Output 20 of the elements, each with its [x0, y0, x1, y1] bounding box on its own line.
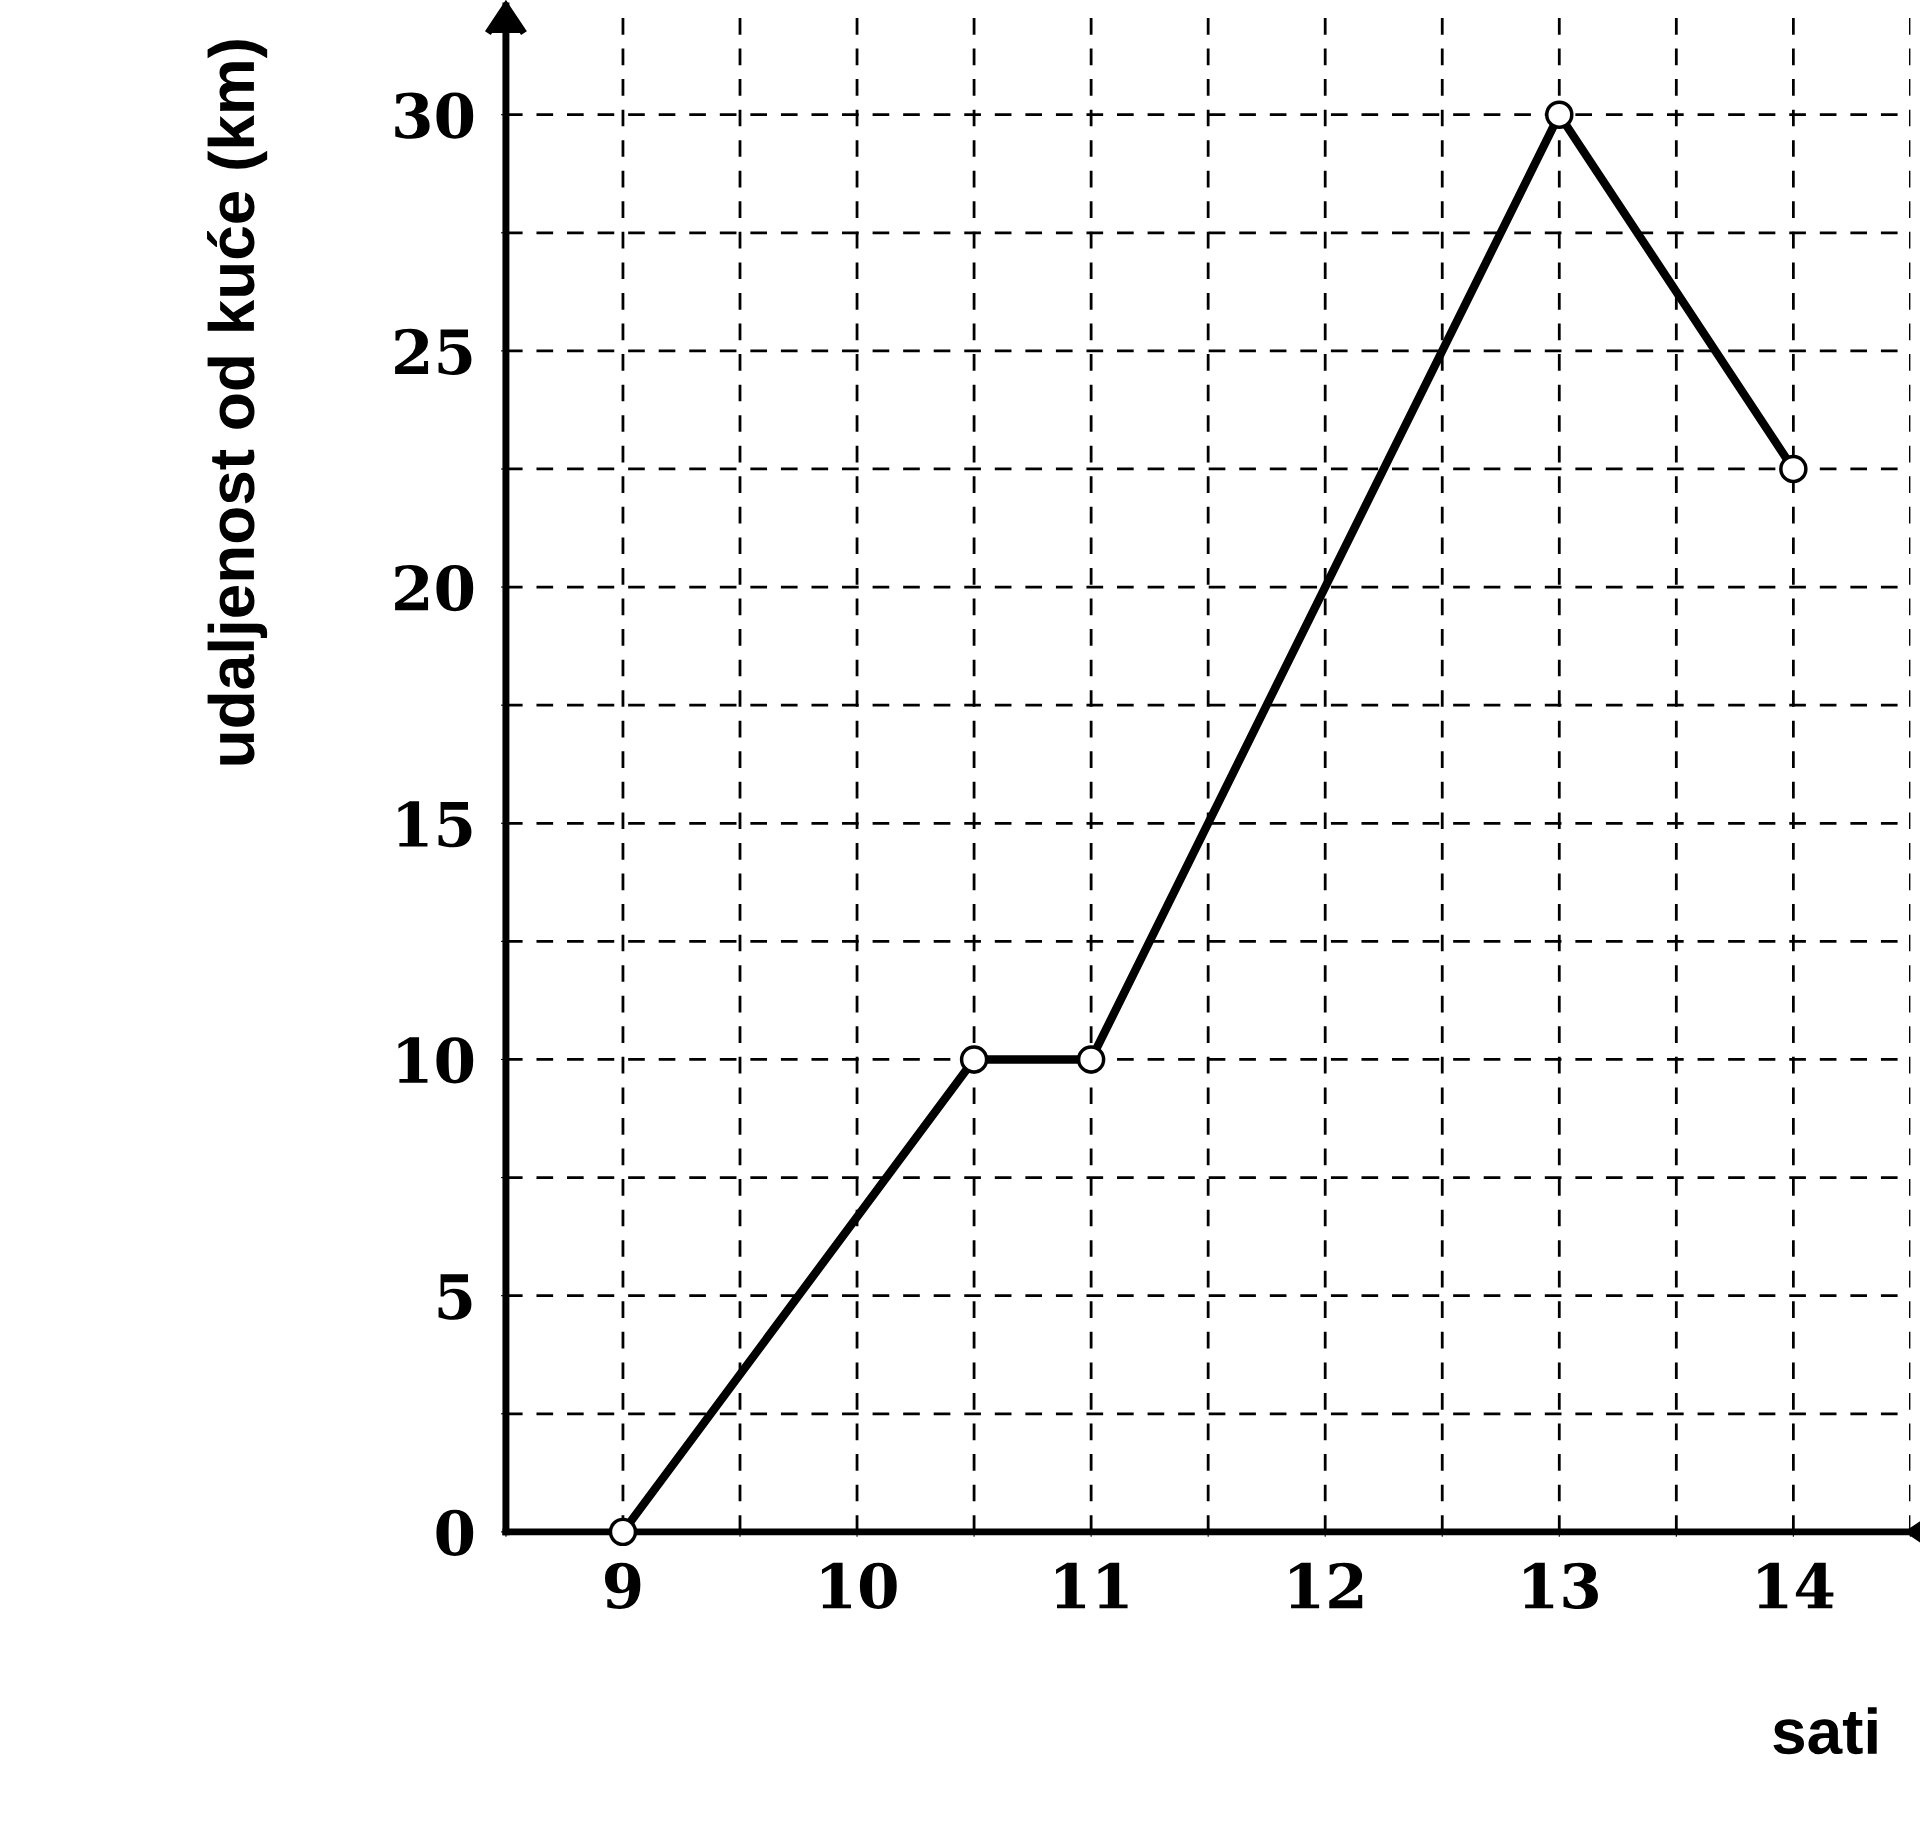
point	[1076, 1045, 1106, 1074]
y-tick-label: 10	[398, 1037, 474, 1084]
x-tick-label: 11	[1056, 1562, 1128, 1609]
x-tick-label: 9	[605, 1562, 641, 1610]
point	[1545, 100, 1574, 129]
y-tick-label: 5	[438, 1274, 472, 1320]
x-tick-label: 10	[821, 1562, 897, 1610]
point	[959, 1045, 989, 1074]
x-axis-title: sati	[1773, 1707, 1877, 1755]
y-tick-label: 30	[395, 92, 474, 139]
y-tick-label: 20	[395, 564, 474, 612]
point	[1779, 454, 1808, 484]
point	[608, 1517, 638, 1547]
x-tick-label: 12	[1290, 1562, 1363, 1609]
y-tick-label: 15	[398, 801, 472, 848]
x-tick-label: 13	[1524, 1562, 1598, 1610]
y-tick-label: 25	[395, 328, 472, 375]
x-tick-label: 14	[1758, 1562, 1834, 1609]
y-tick-label: 0	[436, 1509, 474, 1556]
y-axis-title: udaljenost od kuće (km)	[207, 40, 268, 765]
